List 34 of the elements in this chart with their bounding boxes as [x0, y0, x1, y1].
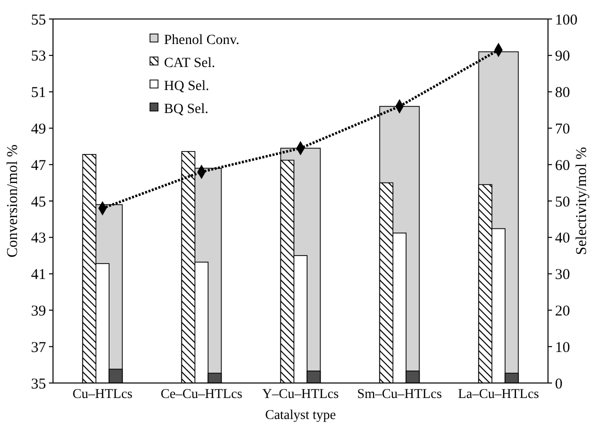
x-tick-label: Ce–Cu–HTLcs	[160, 386, 242, 401]
legend-label: HQ Sel.	[164, 78, 210, 94]
x-tick-label: Sm–Cu–HTLcs	[357, 386, 442, 401]
x-tick-label: Y–Cu–HTLcs	[262, 386, 339, 401]
y2-tick-label: 0	[555, 376, 562, 392]
y2-tick-label: 100	[555, 12, 578, 28]
y2-tick-label: 60	[555, 158, 570, 174]
y-tick-label: 47	[31, 158, 46, 174]
y-tick-label: 37	[31, 340, 46, 356]
y-axis-title: Conversion/mol %	[5, 144, 21, 258]
y-tick-label: 55	[31, 12, 46, 28]
y-tick-label: 51	[31, 85, 46, 102]
y2-tick-label: 70	[555, 121, 570, 138]
y2-tick-label: 10	[555, 340, 570, 356]
y2-tick-label: 30	[555, 267, 570, 284]
y-tick-label: 53	[31, 48, 46, 65]
legend-label: Phenol Conv.	[164, 32, 240, 48]
x-axis-title: Catalyst type	[265, 407, 336, 422]
y2-tick-label: 80	[555, 85, 570, 102]
y-tick-label: 39	[31, 303, 46, 320]
y-tick-label: 35	[31, 376, 46, 392]
y2-tick-label: 40	[555, 230, 570, 247]
x-tick-label: Cu–HTLcs	[72, 386, 132, 401]
y-tick-label: 43	[31, 230, 46, 247]
legend-label: BQ Sel.	[164, 102, 208, 117]
y2-tick-label: 90	[555, 48, 570, 65]
y-tick-label: 49	[31, 121, 46, 138]
y2-tick-label: 20	[555, 303, 570, 320]
y2-tick-label: 50	[555, 194, 570, 210]
y-tick-label: 41	[31, 267, 46, 284]
x-tick-label: La–Cu–HTLcs	[458, 386, 539, 401]
y2-axis-title: Selectivity/mol %	[574, 147, 590, 255]
legend-label: CAT Sel.	[164, 56, 216, 71]
y-tick-label: 45	[31, 194, 46, 210]
